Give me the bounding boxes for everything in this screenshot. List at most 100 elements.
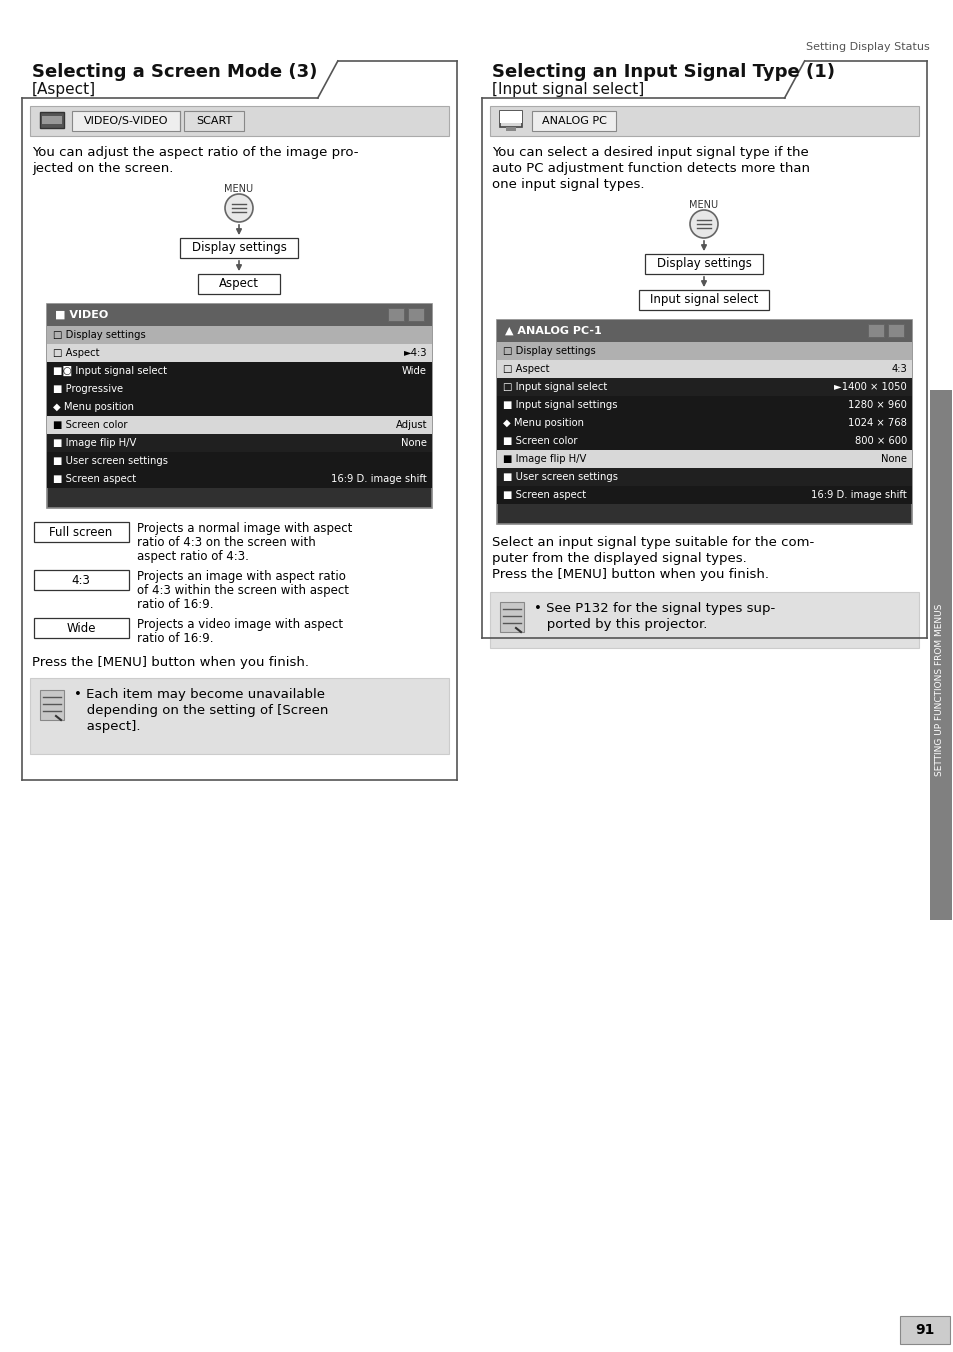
Bar <box>929 389 951 919</box>
Bar <box>899 1315 949 1344</box>
Bar <box>499 602 523 631</box>
Bar <box>47 326 432 343</box>
Text: □ Aspect: □ Aspect <box>53 347 99 358</box>
Bar <box>499 111 521 123</box>
Text: ■ Screen aspect: ■ Screen aspect <box>502 489 585 500</box>
Text: ■ Screen color: ■ Screen color <box>502 435 577 446</box>
Text: 91: 91 <box>914 1324 934 1337</box>
Text: 4:3: 4:3 <box>890 364 906 375</box>
Text: Input signal select: Input signal select <box>649 293 758 307</box>
Bar <box>497 468 911 485</box>
Bar <box>408 308 423 320</box>
Text: ratio of 4:3 on the screen with: ratio of 4:3 on the screen with <box>137 535 315 549</box>
Text: ■ Input signal settings: ■ Input signal settings <box>502 400 617 410</box>
Bar <box>532 111 616 131</box>
Bar <box>644 254 762 274</box>
Text: Projects a video image with aspect: Projects a video image with aspect <box>137 618 343 631</box>
Bar <box>34 618 129 638</box>
Bar <box>47 470 432 488</box>
Text: ■ User screen settings: ■ User screen settings <box>502 472 618 483</box>
Text: ▲ ANALOG PC-1: ▲ ANALOG PC-1 <box>504 326 601 337</box>
Text: 800 × 600: 800 × 600 <box>854 435 906 446</box>
Bar <box>184 111 244 131</box>
Text: Display settings: Display settings <box>656 257 751 270</box>
Bar <box>887 324 903 337</box>
Bar <box>42 116 62 124</box>
Bar <box>47 362 432 380</box>
Bar <box>22 58 456 780</box>
Text: □ Display settings: □ Display settings <box>502 346 595 356</box>
Text: ■ Screen aspect: ■ Screen aspect <box>53 475 136 484</box>
Bar <box>497 379 911 396</box>
Text: Select an input signal type suitable for the com-: Select an input signal type suitable for… <box>492 535 814 549</box>
Bar <box>497 320 911 342</box>
Text: aspect ratio of 4:3.: aspect ratio of 4:3. <box>137 550 249 562</box>
Text: of 4:3 within the screen with aspect: of 4:3 within the screen with aspect <box>137 584 349 598</box>
Text: ◆ Menu position: ◆ Menu position <box>502 418 583 429</box>
Bar <box>40 690 64 721</box>
Text: SCART: SCART <box>195 116 232 126</box>
Text: □ Aspect: □ Aspect <box>502 364 549 375</box>
Bar <box>47 304 432 508</box>
Bar <box>71 111 180 131</box>
Text: MENU: MENU <box>224 184 253 193</box>
Text: Aspect: Aspect <box>219 277 258 291</box>
Text: ■ Screen color: ■ Screen color <box>53 420 128 430</box>
Bar <box>198 274 280 293</box>
Text: ■ VIDEO: ■ VIDEO <box>55 310 108 320</box>
Bar <box>47 343 432 362</box>
Text: Setting Display Status: Setting Display Status <box>805 42 929 51</box>
Text: □ Display settings: □ Display settings <box>53 330 146 339</box>
Bar <box>497 360 911 379</box>
Bar <box>499 111 521 127</box>
Text: ►1400 × 1050: ►1400 × 1050 <box>833 383 906 392</box>
Text: You can adjust the aspect ratio of the image pro-: You can adjust the aspect ratio of the i… <box>32 146 358 160</box>
Text: • Each item may become unavailable: • Each item may become unavailable <box>74 688 325 700</box>
Text: one input signal types.: one input signal types. <box>492 178 644 191</box>
Circle shape <box>225 193 253 222</box>
Bar <box>497 485 911 504</box>
Text: auto PC adjustment function detects more than: auto PC adjustment function detects more… <box>492 162 809 174</box>
Bar <box>497 342 911 360</box>
Bar <box>40 112 64 128</box>
Bar <box>497 320 911 525</box>
Bar <box>505 127 516 131</box>
Bar <box>497 396 911 414</box>
Bar <box>867 324 883 337</box>
Bar <box>47 397 432 416</box>
Text: Press the [MENU] button when you finish.: Press the [MENU] button when you finish. <box>492 568 768 581</box>
Bar <box>639 289 768 310</box>
Text: Wide: Wide <box>66 622 95 634</box>
Text: 16:9 D. image shift: 16:9 D. image shift <box>810 489 906 500</box>
Bar <box>47 416 432 434</box>
Text: [Aspect]: [Aspect] <box>32 82 96 97</box>
Text: ■ Image flip H/V: ■ Image flip H/V <box>502 454 586 464</box>
Bar <box>34 571 129 589</box>
Text: ANALOG PC: ANALOG PC <box>541 116 606 126</box>
Circle shape <box>689 210 718 238</box>
Bar <box>30 105 449 137</box>
Text: puter from the displayed signal types.: puter from the displayed signal types. <box>492 552 746 565</box>
Bar <box>47 434 432 452</box>
Text: ◆ Menu position: ◆ Menu position <box>53 402 133 412</box>
Text: jected on the screen.: jected on the screen. <box>32 162 173 174</box>
Text: None: None <box>880 454 906 464</box>
Text: 4:3: 4:3 <box>71 573 91 587</box>
Text: Selecting an Input Signal Type (1): Selecting an Input Signal Type (1) <box>492 64 834 81</box>
Bar <box>47 380 432 397</box>
Bar <box>490 105 918 137</box>
Text: VIDEO/S-VIDEO: VIDEO/S-VIDEO <box>84 116 168 126</box>
Text: 16:9 D. image shift: 16:9 D. image shift <box>331 475 427 484</box>
Text: ■ Progressive: ■ Progressive <box>53 384 123 393</box>
Bar <box>490 592 918 648</box>
Text: depending on the setting of [Screen: depending on the setting of [Screen <box>74 704 328 717</box>
Text: ratio of 16:9.: ratio of 16:9. <box>137 631 213 645</box>
Text: Adjust: Adjust <box>395 420 427 430</box>
Text: Full screen: Full screen <box>50 526 112 538</box>
Text: ■◙ Input signal select: ■◙ Input signal select <box>53 366 167 376</box>
Text: 1024 × 768: 1024 × 768 <box>847 418 906 429</box>
Text: MENU: MENU <box>689 200 718 210</box>
Text: SETTING UP FUNCTIONS FROM MENUS: SETTING UP FUNCTIONS FROM MENUS <box>934 603 943 776</box>
Text: ►4:3: ►4:3 <box>403 347 427 358</box>
Text: Display settings: Display settings <box>192 242 286 254</box>
